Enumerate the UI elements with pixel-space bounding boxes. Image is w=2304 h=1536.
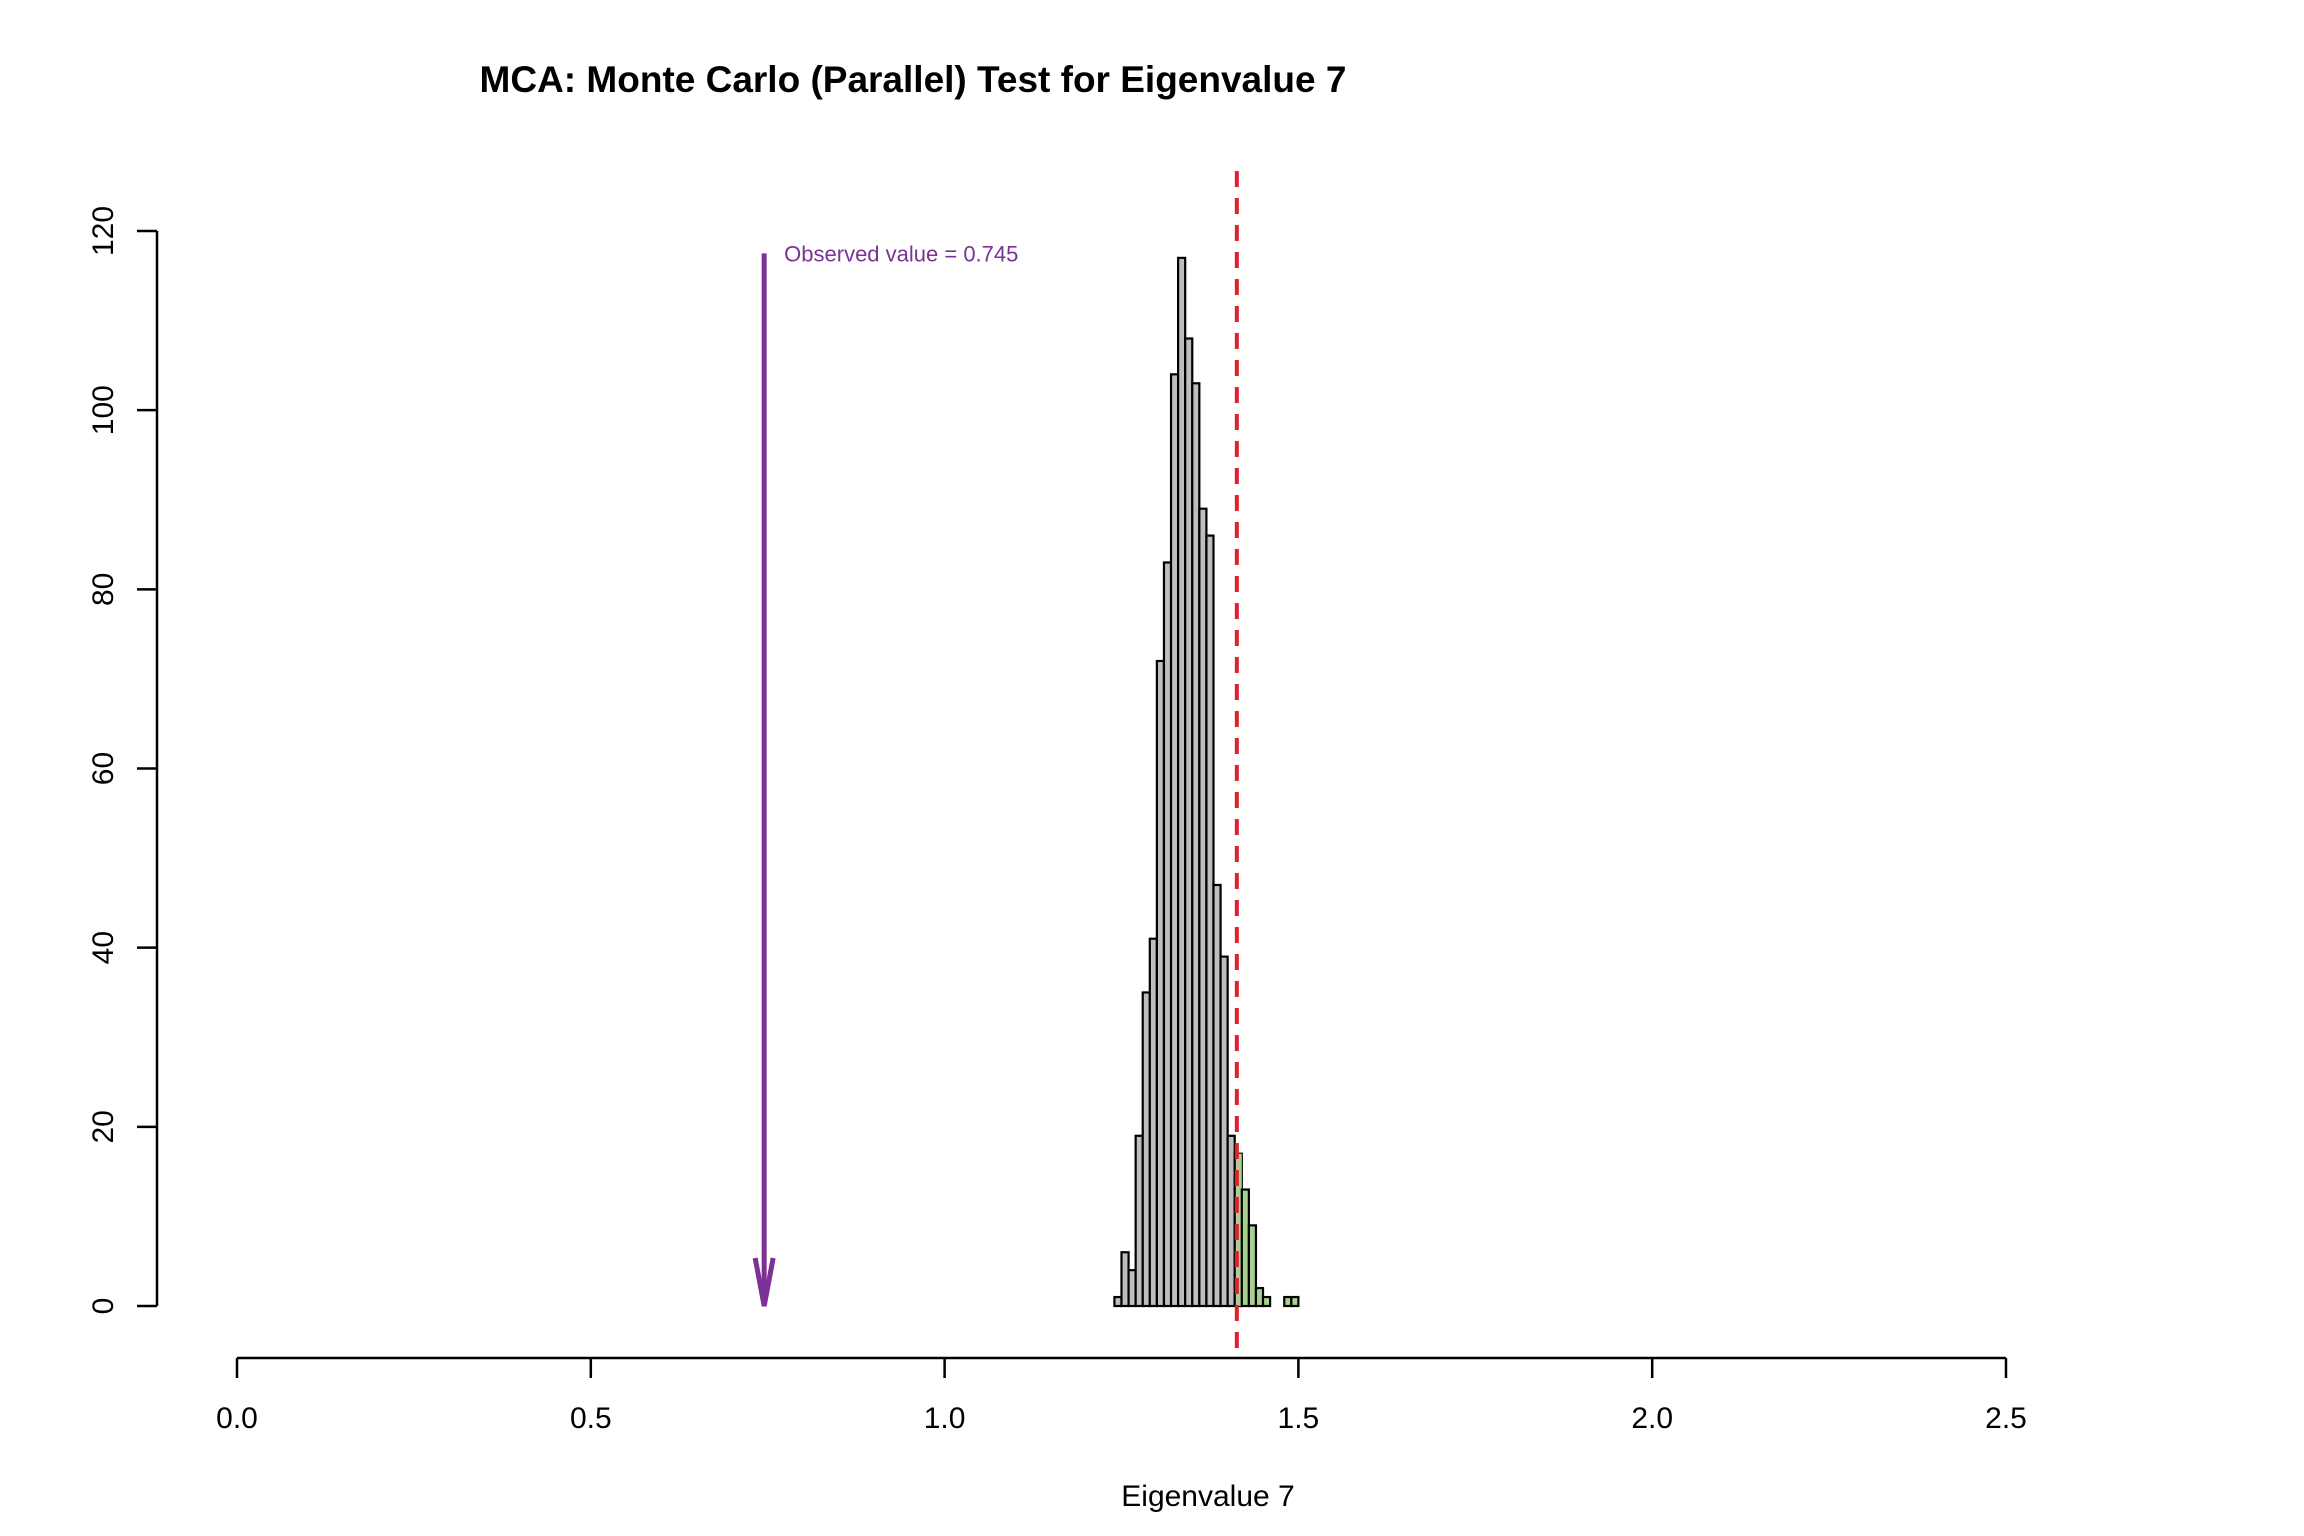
chart-title: MCA: Monte Carlo (Parallel) Test for Eig… (480, 59, 1347, 100)
x-tick-label-1: 0.5 (570, 1402, 612, 1435)
x-tick-label-4: 2.0 (1631, 1402, 1673, 1435)
y-axis-ticks: 0 20 40 60 80 100 120 (87, 206, 157, 1314)
histogram-bars (1113, 256, 1300, 1308)
histogram-bar-25 (1290, 1295, 1300, 1308)
histogram-bar-15 (1219, 955, 1229, 1308)
observed-value-arrow (752, 253, 776, 1307)
y-tick-label-3: 60 (87, 752, 120, 785)
histogram-bar-17-tail (1236, 1153, 1242, 1306)
x-tick-label-5: 2.5 (1985, 1402, 2027, 1435)
y-tick-label-1: 20 (87, 1110, 120, 1143)
histogram-bar-19 (1247, 1224, 1258, 1308)
x-tick-label-2: 1.0 (924, 1402, 966, 1435)
observed-arrow-head (752, 1257, 776, 1307)
y-tick-label-5: 100 (87, 385, 120, 435)
y-tick-label-2: 40 (87, 931, 120, 964)
histogram-bar-21 (1261, 1295, 1272, 1308)
x-tick-label-0: 0.0 (216, 1402, 258, 1435)
y-tick-label-4: 80 (87, 573, 120, 606)
x-axis-label: Eigenvalue 7 (1121, 1480, 1294, 1513)
y-tick-label-6: 120 (87, 206, 120, 256)
y-tick-label-0: 0 (87, 1298, 120, 1315)
x-tick-label-3: 1.5 (1278, 1402, 1320, 1435)
x-axis-ticks: 0.0 0.5 1.0 1.5 2.0 2.5 (216, 1358, 2027, 1435)
observed-value-label: Observed value = 0.745 (784, 241, 1018, 266)
